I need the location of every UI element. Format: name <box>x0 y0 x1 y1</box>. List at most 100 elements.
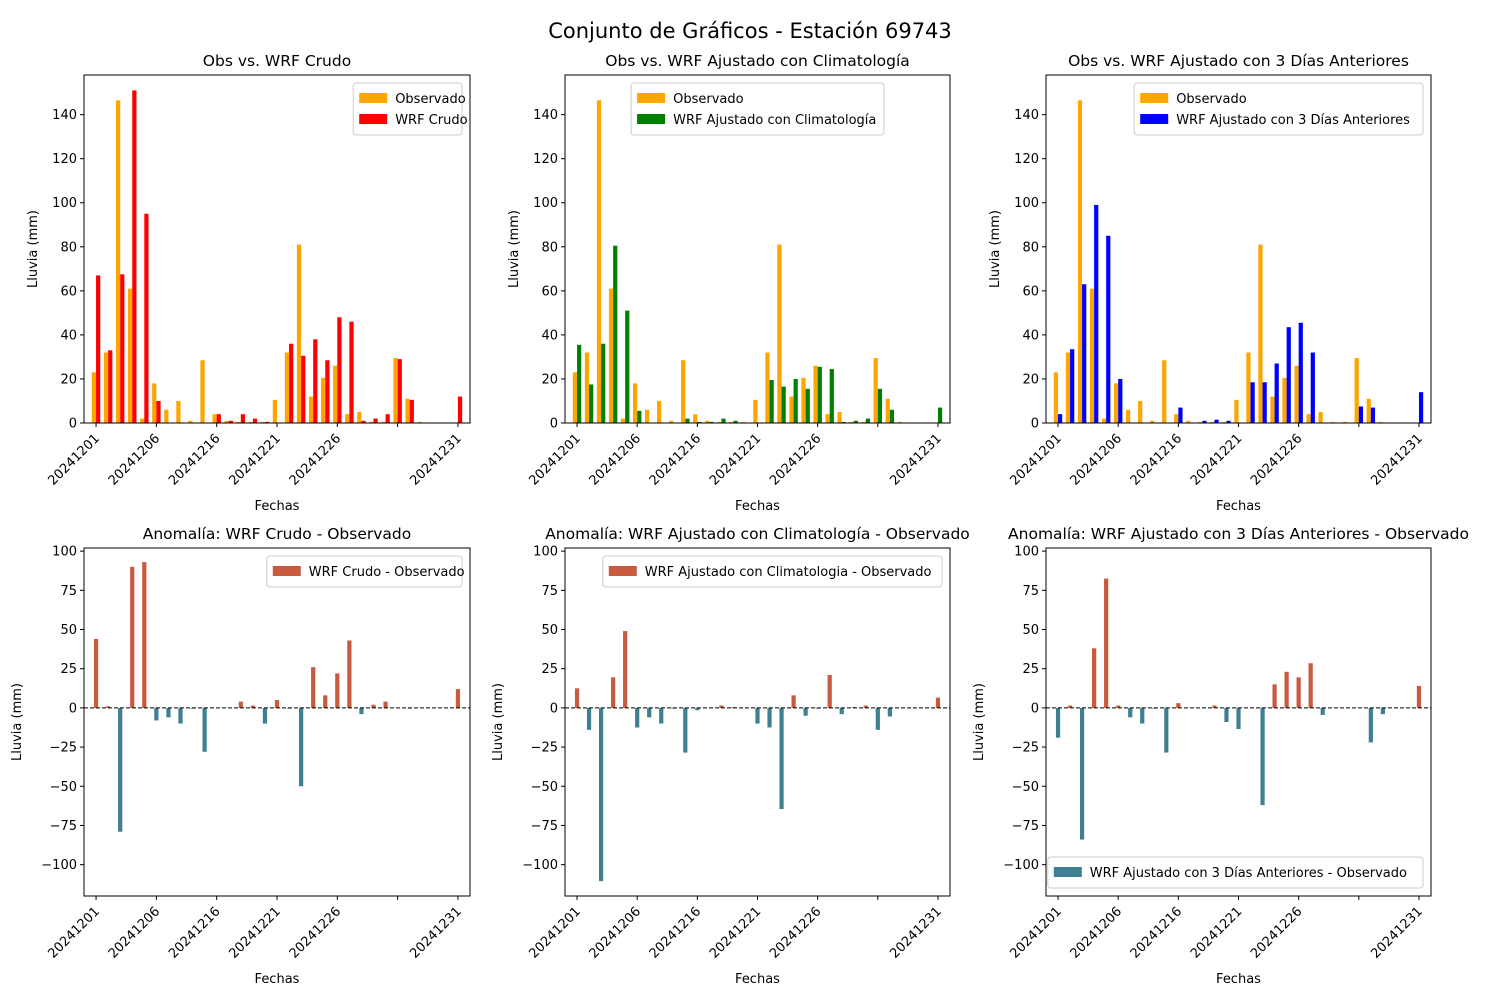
anomaly-bar-2 <box>586 707 592 730</box>
bar-series2-4 <box>1094 204 1099 423</box>
legend: Observado WRF Ajustado con 3 Días Anterio… <box>1133 82 1424 136</box>
y-tick-label: −75 <box>1012 819 1039 834</box>
legend-label: WRF Ajustado con 3 Días Anteriores - Obs… <box>1090 866 1407 881</box>
anomaly-bar-21 <box>1296 677 1301 708</box>
bar-series1-24 <box>1330 421 1335 423</box>
anomaly-bar-6 <box>1116 705 1121 708</box>
bar-series1-11 <box>212 414 217 423</box>
y-tick-label: 100 <box>1014 196 1039 211</box>
anomaly-bar-10 <box>683 707 688 753</box>
figure-title: Conjunto de Gráficos - Estación 69743 <box>548 19 952 43</box>
anomaly-bar-1 <box>574 688 580 708</box>
bar-series1-18 <box>777 244 782 423</box>
bar-series1-12 <box>1186 420 1191 423</box>
y-tick-label: −25 <box>50 741 77 756</box>
x-axis-label: Fechas <box>735 499 780 514</box>
bar-series2-5 <box>144 213 149 423</box>
bar-series2-17 <box>769 380 774 423</box>
y-axis: 0 20 40 60 80 100 120 140 <box>533 108 565 432</box>
y-tick-label: −25 <box>531 741 558 756</box>
bar-series2-27 <box>409 399 414 423</box>
legend: Observado WRF Ajustado con Climatología <box>630 82 885 136</box>
bar-series1-23 <box>837 411 842 423</box>
bar-series1-16 <box>272 399 277 423</box>
bar-series1-19 <box>789 396 794 423</box>
legend-label: Observado <box>1176 92 1247 107</box>
y-tick-label: 25 <box>1022 662 1039 677</box>
y-tick-label: 75 <box>60 584 77 599</box>
bar-series1-5 <box>140 418 145 423</box>
bar-series2-25 <box>385 414 390 423</box>
bar-series2-21 <box>337 317 342 423</box>
bar-series2-11 <box>216 414 221 423</box>
anomaly-bar-16 <box>755 707 760 724</box>
legend-label: Observado <box>673 92 744 107</box>
y-axis-label: Lluvia (mm) <box>507 210 522 288</box>
y-tick-label: −75 <box>50 819 77 834</box>
anomaly-bar-20 <box>1284 671 1289 708</box>
anomaly-bar-20 <box>323 695 328 708</box>
bar-series2-12 <box>228 420 233 423</box>
legend: Observado WRF Crudo <box>352 82 468 136</box>
chart-title: Obs vs. WRF Crudo <box>203 52 351 70</box>
bar-series1-8 <box>657 400 662 423</box>
bar-series1-1 <box>91 372 97 423</box>
y-axis-label: Lluvia (mm) <box>10 683 25 761</box>
bar-series1-12 <box>224 420 229 423</box>
bar-series1-28 <box>417 421 422 423</box>
bar-series1-7 <box>1126 409 1131 423</box>
bar-series1-15 <box>741 421 746 423</box>
anomaly-bar-2 <box>106 706 111 708</box>
y-tick-label: 100 <box>533 196 558 211</box>
bar-group <box>1055 578 1422 840</box>
y-axis: −100 −75 −50 −25 0 25 50 75 100 <box>41 545 84 873</box>
y-tick-label: 80 <box>541 240 558 255</box>
bar-series2-26 <box>397 359 402 423</box>
bar-series2-2 <box>1070 349 1075 423</box>
anomaly-bar-23 <box>359 707 364 715</box>
y-tick-label: 100 <box>1014 545 1039 560</box>
bar-series2-12 <box>709 421 714 423</box>
y-tick-label: 60 <box>60 284 77 299</box>
chart-title: Anomalía: WRF Crudo - Observado <box>143 525 412 543</box>
bar-series2-6 <box>156 400 161 423</box>
anomaly-bar-7 <box>647 707 652 718</box>
bar-series2-22 <box>829 369 834 423</box>
anomaly-bar-8 <box>659 707 664 724</box>
y-tick-label: 80 <box>60 240 77 255</box>
bar-series2-20 <box>325 360 330 423</box>
bar-series2-4 <box>132 90 137 424</box>
anomaly-bar-16 <box>274 700 280 708</box>
anomaly-bar-18 <box>299 707 304 787</box>
bar-group <box>572 100 943 423</box>
y-axis-label: Lluvia (mm) <box>988 210 1003 288</box>
bar-series1-22 <box>825 414 830 423</box>
y-tick-label: 40 <box>541 328 558 343</box>
legend-label: Observado <box>395 92 466 107</box>
bar-series2-31 <box>457 396 463 423</box>
anomaly-bar-19 <box>311 667 316 708</box>
legend-label: WRF Ajustado con Climatologia - Observad… <box>645 565 932 580</box>
y-axis-label: Lluvia (mm) <box>972 683 987 761</box>
anomaly-bar-10 <box>202 707 207 752</box>
bar-series1-16 <box>1234 399 1239 423</box>
bar-series1-15 <box>1222 421 1227 423</box>
legend-label: WRF Crudo <box>395 113 467 128</box>
bar-series2-21 <box>1298 322 1303 423</box>
bar-series2-5 <box>625 310 630 423</box>
chart-title: Obs vs. WRF Ajustado con Climatología <box>605 52 910 70</box>
bar-series1-9 <box>188 420 193 423</box>
anomaly-bar-13 <box>238 701 243 708</box>
anomaly-bar-4 <box>130 566 135 708</box>
bar-series1-10 <box>681 360 686 423</box>
bar-series2-22 <box>1310 352 1315 423</box>
bar-series1-25 <box>861 421 866 423</box>
bar-series2-14 <box>733 420 738 423</box>
anomaly-bar-14 <box>250 705 255 708</box>
chart-title: Obs vs. WRF Ajustado con 3 Días Anterior… <box>1068 52 1409 70</box>
bar-series1-10 <box>1162 360 1167 423</box>
bar-group <box>91 90 463 424</box>
bar-series2-26 <box>877 388 883 423</box>
bar-series1-20 <box>801 377 806 423</box>
